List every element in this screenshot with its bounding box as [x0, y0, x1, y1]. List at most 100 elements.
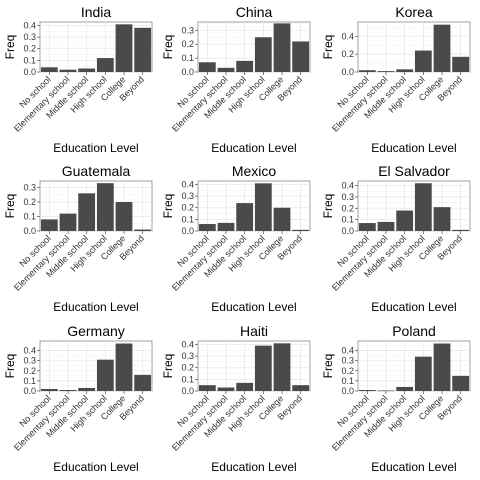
bar-no-school [40, 67, 58, 72]
y-tick-label: 0.0 [181, 67, 194, 77]
x-axis-title: Education Level [211, 300, 296, 314]
y-tick-label: 0.2 [341, 366, 354, 376]
bar-college [273, 343, 291, 391]
bar-middle-school [236, 60, 254, 72]
y-tick-label: 0.1 [181, 374, 194, 384]
y-tick-label: 0.2 [181, 39, 194, 49]
x-axis-title: Education Level [53, 141, 138, 155]
bar-college [433, 24, 451, 72]
y-tick-label: 0.3 [23, 32, 36, 42]
bar-high-school [414, 50, 432, 72]
bar-middle-school [396, 210, 414, 231]
x-axis-title: Education Level [53, 460, 138, 474]
y-tick-label: 0.0 [23, 386, 36, 396]
y-tick-label: 0.3 [341, 356, 354, 366]
bar-college [433, 207, 451, 231]
plot-panel [197, 180, 311, 232]
x-axis-title: Education Level [371, 300, 456, 314]
x-axis-title: Education Level [371, 460, 456, 474]
bar-no-school [40, 219, 58, 231]
y-tick-label: 0.0 [341, 67, 354, 77]
y-axis-title: Freq [3, 35, 17, 60]
bar-no-school [358, 389, 376, 391]
bar-elementary-school [217, 67, 235, 72]
y-tick-label: 0.3 [181, 25, 194, 35]
bar-middle-school [78, 68, 96, 72]
bar-high-school [254, 183, 272, 231]
y-tick-label: 0.2 [23, 366, 36, 376]
y-tick-label: 0.3 [341, 192, 354, 202]
y-tick-label: 0.4 [23, 346, 36, 356]
bar-college [273, 207, 291, 231]
plot-panel [357, 180, 471, 232]
bar-college [115, 343, 133, 391]
bar-elementary-school [377, 71, 395, 72]
plot-panel [357, 340, 471, 392]
y-axis-title: Freq [3, 194, 17, 219]
y-tick-label: 0.0 [341, 386, 354, 396]
x-axis-title: Education Level [53, 300, 138, 314]
y-tick-label: 0.1 [23, 212, 36, 222]
y-tick-label: 0.2 [23, 197, 36, 207]
facet-title: Korea [395, 4, 433, 20]
bar-college [115, 202, 133, 231]
bar-no-school [358, 70, 376, 72]
bar-elementary-school [59, 69, 77, 72]
bar-middle-school [78, 193, 96, 231]
y-tick-label: 0.4 [23, 20, 36, 30]
bar-no-school [198, 224, 216, 231]
y-tick-label: 0.0 [181, 226, 194, 236]
facet-title: India [81, 4, 112, 20]
y-tick-label: 0.3 [181, 191, 194, 201]
y-tick-label: 0.4 [341, 181, 354, 191]
bar-beyond [452, 56, 470, 72]
y-tick-label: 0.3 [23, 183, 36, 193]
y-tick-label: 0.2 [341, 203, 354, 213]
y-tick-label: 0.0 [23, 226, 36, 236]
plot-panel [357, 21, 471, 73]
y-tick-label: 0.3 [23, 356, 36, 366]
bar-middle-school [396, 69, 414, 72]
bar-beyond [452, 375, 470, 391]
bar-high-school [96, 359, 114, 391]
bar-college [433, 343, 451, 391]
bar-elementary-school [217, 387, 235, 391]
bar-elementary-school [217, 222, 235, 231]
x-axis-title: Education Level [371, 141, 456, 155]
bar-beyond [292, 385, 310, 391]
facet-title: China [236, 4, 273, 20]
y-tick-label: 0.0 [23, 67, 36, 77]
bar-middle-school [236, 203, 254, 231]
y-tick-label: 0.1 [341, 215, 354, 225]
facet-title: Poland [392, 323, 436, 339]
y-tick-label: 0.2 [23, 44, 36, 54]
y-tick-label: 0.1 [23, 376, 36, 386]
facet-title: Mexico [232, 163, 277, 179]
bar-elementary-school [377, 221, 395, 231]
y-axis-title: Freq [321, 194, 335, 219]
facet-title: Guatemala [62, 163, 131, 179]
y-tick-label: 0.0 [341, 226, 354, 236]
bar-elementary-school [377, 390, 395, 392]
bar-middle-school [78, 387, 96, 391]
bar-beyond [292, 229, 310, 231]
x-axis-title: Education Level [211, 141, 296, 155]
bar-beyond [452, 229, 470, 231]
bar-high-school [414, 356, 432, 391]
x-axis-title: Education Level [211, 460, 296, 474]
bar-no-school [40, 388, 58, 391]
bar-elementary-school [59, 213, 77, 231]
y-tick-label: 0.4 [341, 31, 354, 41]
y-axis-title: Freq [161, 35, 175, 60]
y-tick-label: 0.4 [181, 339, 194, 349]
y-tick-label: 0.4 [341, 346, 354, 356]
bar-beyond [134, 27, 152, 72]
